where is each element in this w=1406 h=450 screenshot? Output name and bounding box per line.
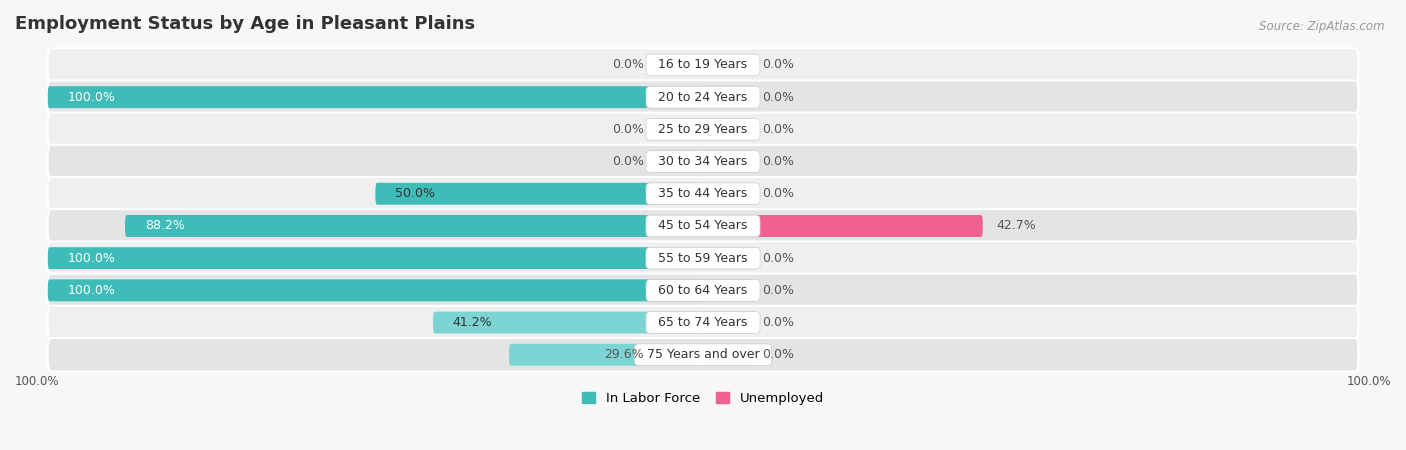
FancyBboxPatch shape bbox=[703, 183, 755, 205]
Text: 0.0%: 0.0% bbox=[762, 252, 794, 265]
FancyBboxPatch shape bbox=[48, 338, 1358, 372]
Text: 50.0%: 50.0% bbox=[395, 187, 434, 200]
Text: 88.2%: 88.2% bbox=[145, 220, 184, 233]
FancyBboxPatch shape bbox=[48, 279, 703, 302]
FancyBboxPatch shape bbox=[703, 118, 755, 140]
FancyBboxPatch shape bbox=[48, 177, 1358, 211]
Text: 0.0%: 0.0% bbox=[762, 316, 794, 329]
Text: 65 to 74 Years: 65 to 74 Years bbox=[651, 316, 755, 329]
Text: 0.0%: 0.0% bbox=[762, 348, 794, 361]
Text: 100.0%: 100.0% bbox=[15, 375, 59, 388]
FancyBboxPatch shape bbox=[48, 81, 1358, 114]
Text: 0.0%: 0.0% bbox=[762, 187, 794, 200]
FancyBboxPatch shape bbox=[651, 118, 703, 140]
Text: 0.0%: 0.0% bbox=[762, 91, 794, 104]
FancyBboxPatch shape bbox=[433, 311, 703, 333]
FancyBboxPatch shape bbox=[48, 112, 1358, 146]
Text: 29.6%: 29.6% bbox=[605, 348, 644, 361]
FancyBboxPatch shape bbox=[48, 274, 1358, 307]
Legend: In Labor Force, Unemployed: In Labor Force, Unemployed bbox=[576, 387, 830, 410]
FancyBboxPatch shape bbox=[48, 48, 1358, 82]
Text: 0.0%: 0.0% bbox=[762, 155, 794, 168]
Text: 100.0%: 100.0% bbox=[67, 284, 115, 297]
FancyBboxPatch shape bbox=[48, 241, 1358, 275]
FancyBboxPatch shape bbox=[125, 215, 703, 237]
Text: 75 Years and over: 75 Years and over bbox=[638, 348, 768, 361]
Text: 45 to 54 Years: 45 to 54 Years bbox=[651, 220, 755, 233]
Text: 0.0%: 0.0% bbox=[612, 58, 644, 72]
Text: Source: ZipAtlas.com: Source: ZipAtlas.com bbox=[1260, 20, 1385, 33]
FancyBboxPatch shape bbox=[703, 86, 755, 108]
FancyBboxPatch shape bbox=[48, 209, 1358, 243]
FancyBboxPatch shape bbox=[703, 151, 755, 172]
FancyBboxPatch shape bbox=[703, 54, 755, 76]
FancyBboxPatch shape bbox=[651, 54, 703, 76]
Text: 30 to 34 Years: 30 to 34 Years bbox=[651, 155, 755, 168]
Text: 55 to 59 Years: 55 to 59 Years bbox=[650, 252, 756, 265]
Text: 0.0%: 0.0% bbox=[762, 123, 794, 136]
Text: 60 to 64 Years: 60 to 64 Years bbox=[651, 284, 755, 297]
Text: 16 to 19 Years: 16 to 19 Years bbox=[651, 58, 755, 72]
Text: 42.7%: 42.7% bbox=[995, 220, 1036, 233]
FancyBboxPatch shape bbox=[48, 145, 1358, 178]
Text: Employment Status by Age in Pleasant Plains: Employment Status by Age in Pleasant Pla… bbox=[15, 15, 475, 33]
Text: 100.0%: 100.0% bbox=[67, 252, 115, 265]
FancyBboxPatch shape bbox=[703, 311, 755, 333]
FancyBboxPatch shape bbox=[375, 183, 703, 205]
FancyBboxPatch shape bbox=[703, 247, 755, 269]
Text: 35 to 44 Years: 35 to 44 Years bbox=[651, 187, 755, 200]
Text: 0.0%: 0.0% bbox=[762, 58, 794, 72]
FancyBboxPatch shape bbox=[509, 344, 703, 366]
Text: 25 to 29 Years: 25 to 29 Years bbox=[651, 123, 755, 136]
FancyBboxPatch shape bbox=[703, 279, 755, 302]
FancyBboxPatch shape bbox=[703, 215, 983, 237]
Text: 100.0%: 100.0% bbox=[1347, 375, 1391, 388]
Text: 0.0%: 0.0% bbox=[612, 123, 644, 136]
FancyBboxPatch shape bbox=[48, 86, 703, 108]
Text: 0.0%: 0.0% bbox=[762, 284, 794, 297]
FancyBboxPatch shape bbox=[48, 306, 1358, 339]
FancyBboxPatch shape bbox=[651, 151, 703, 172]
Text: 20 to 24 Years: 20 to 24 Years bbox=[651, 91, 755, 104]
Text: 0.0%: 0.0% bbox=[612, 155, 644, 168]
FancyBboxPatch shape bbox=[48, 247, 703, 269]
FancyBboxPatch shape bbox=[703, 344, 755, 366]
Text: 100.0%: 100.0% bbox=[67, 91, 115, 104]
Text: 41.2%: 41.2% bbox=[453, 316, 492, 329]
